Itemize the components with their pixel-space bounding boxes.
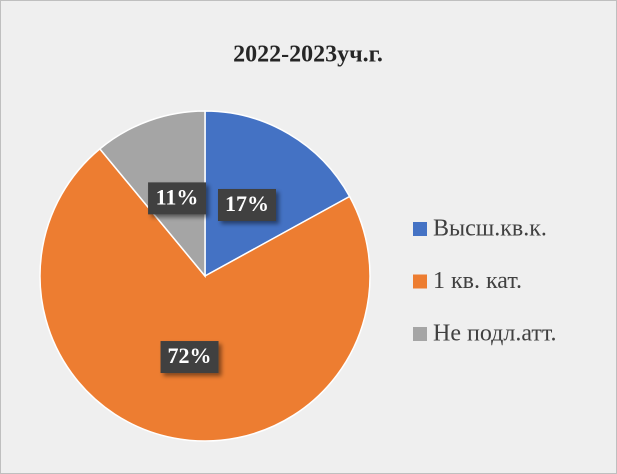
legend-label: Высш.кв.к. (433, 216, 547, 242)
data-label: 11% (148, 182, 207, 215)
data-label-text: 17% (225, 191, 269, 216)
legend-swatch (413, 222, 427, 236)
data-label: 72% (160, 341, 219, 374)
legend-swatch (413, 327, 427, 341)
data-label-box (160, 341, 219, 374)
data-label-text: 11% (156, 184, 199, 209)
pie-slice (204, 110, 351, 278)
legend-label: 1 кв. кат. (433, 268, 522, 294)
data-label-box (217, 188, 276, 221)
legend-label: Не подл.атт. (433, 321, 557, 347)
pie-slice (39, 147, 371, 442)
legend-swatch (413, 274, 427, 289)
data-label-text: 72% (168, 343, 212, 368)
data-label: 17% (217, 188, 276, 221)
chart-title: 2022-2023уч.г. (233, 42, 383, 68)
data-label-box (148, 182, 207, 215)
